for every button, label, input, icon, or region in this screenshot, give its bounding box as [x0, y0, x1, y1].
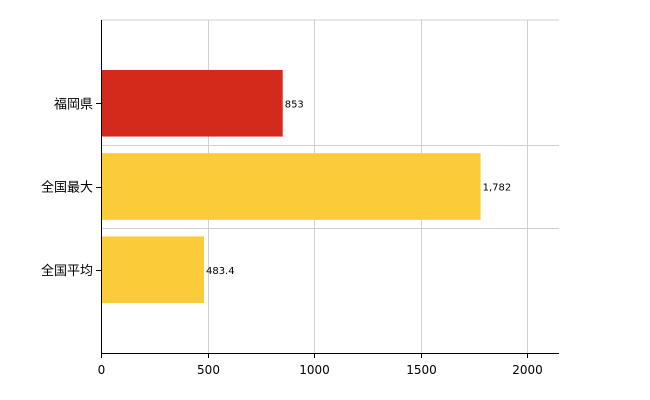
x-tick-label: 2000	[512, 363, 543, 377]
category-label: 全国平均	[41, 263, 93, 279]
labels: 0 500 1000 1500 2000 福岡県 853 全国最大 1,782 全国平均 483.4	[41, 97, 543, 377]
bar	[102, 236, 204, 304]
bars	[102, 69, 481, 304]
x-tick-label: 500	[197, 363, 220, 377]
data-label: 1,782	[483, 183, 512, 194]
axes	[96, 20, 559, 358]
bar	[102, 69, 283, 137]
category-label: 全国最大	[41, 180, 93, 196]
category-label: 福岡県	[54, 97, 93, 112]
data-label: 483.4	[206, 266, 235, 277]
x-tick-label: 0	[98, 363, 106, 377]
bar	[102, 153, 481, 220]
x-tick-label: 1500	[406, 363, 437, 377]
x-tick-label: 1000	[299, 363, 330, 377]
data-label: 853	[285, 99, 304, 110]
